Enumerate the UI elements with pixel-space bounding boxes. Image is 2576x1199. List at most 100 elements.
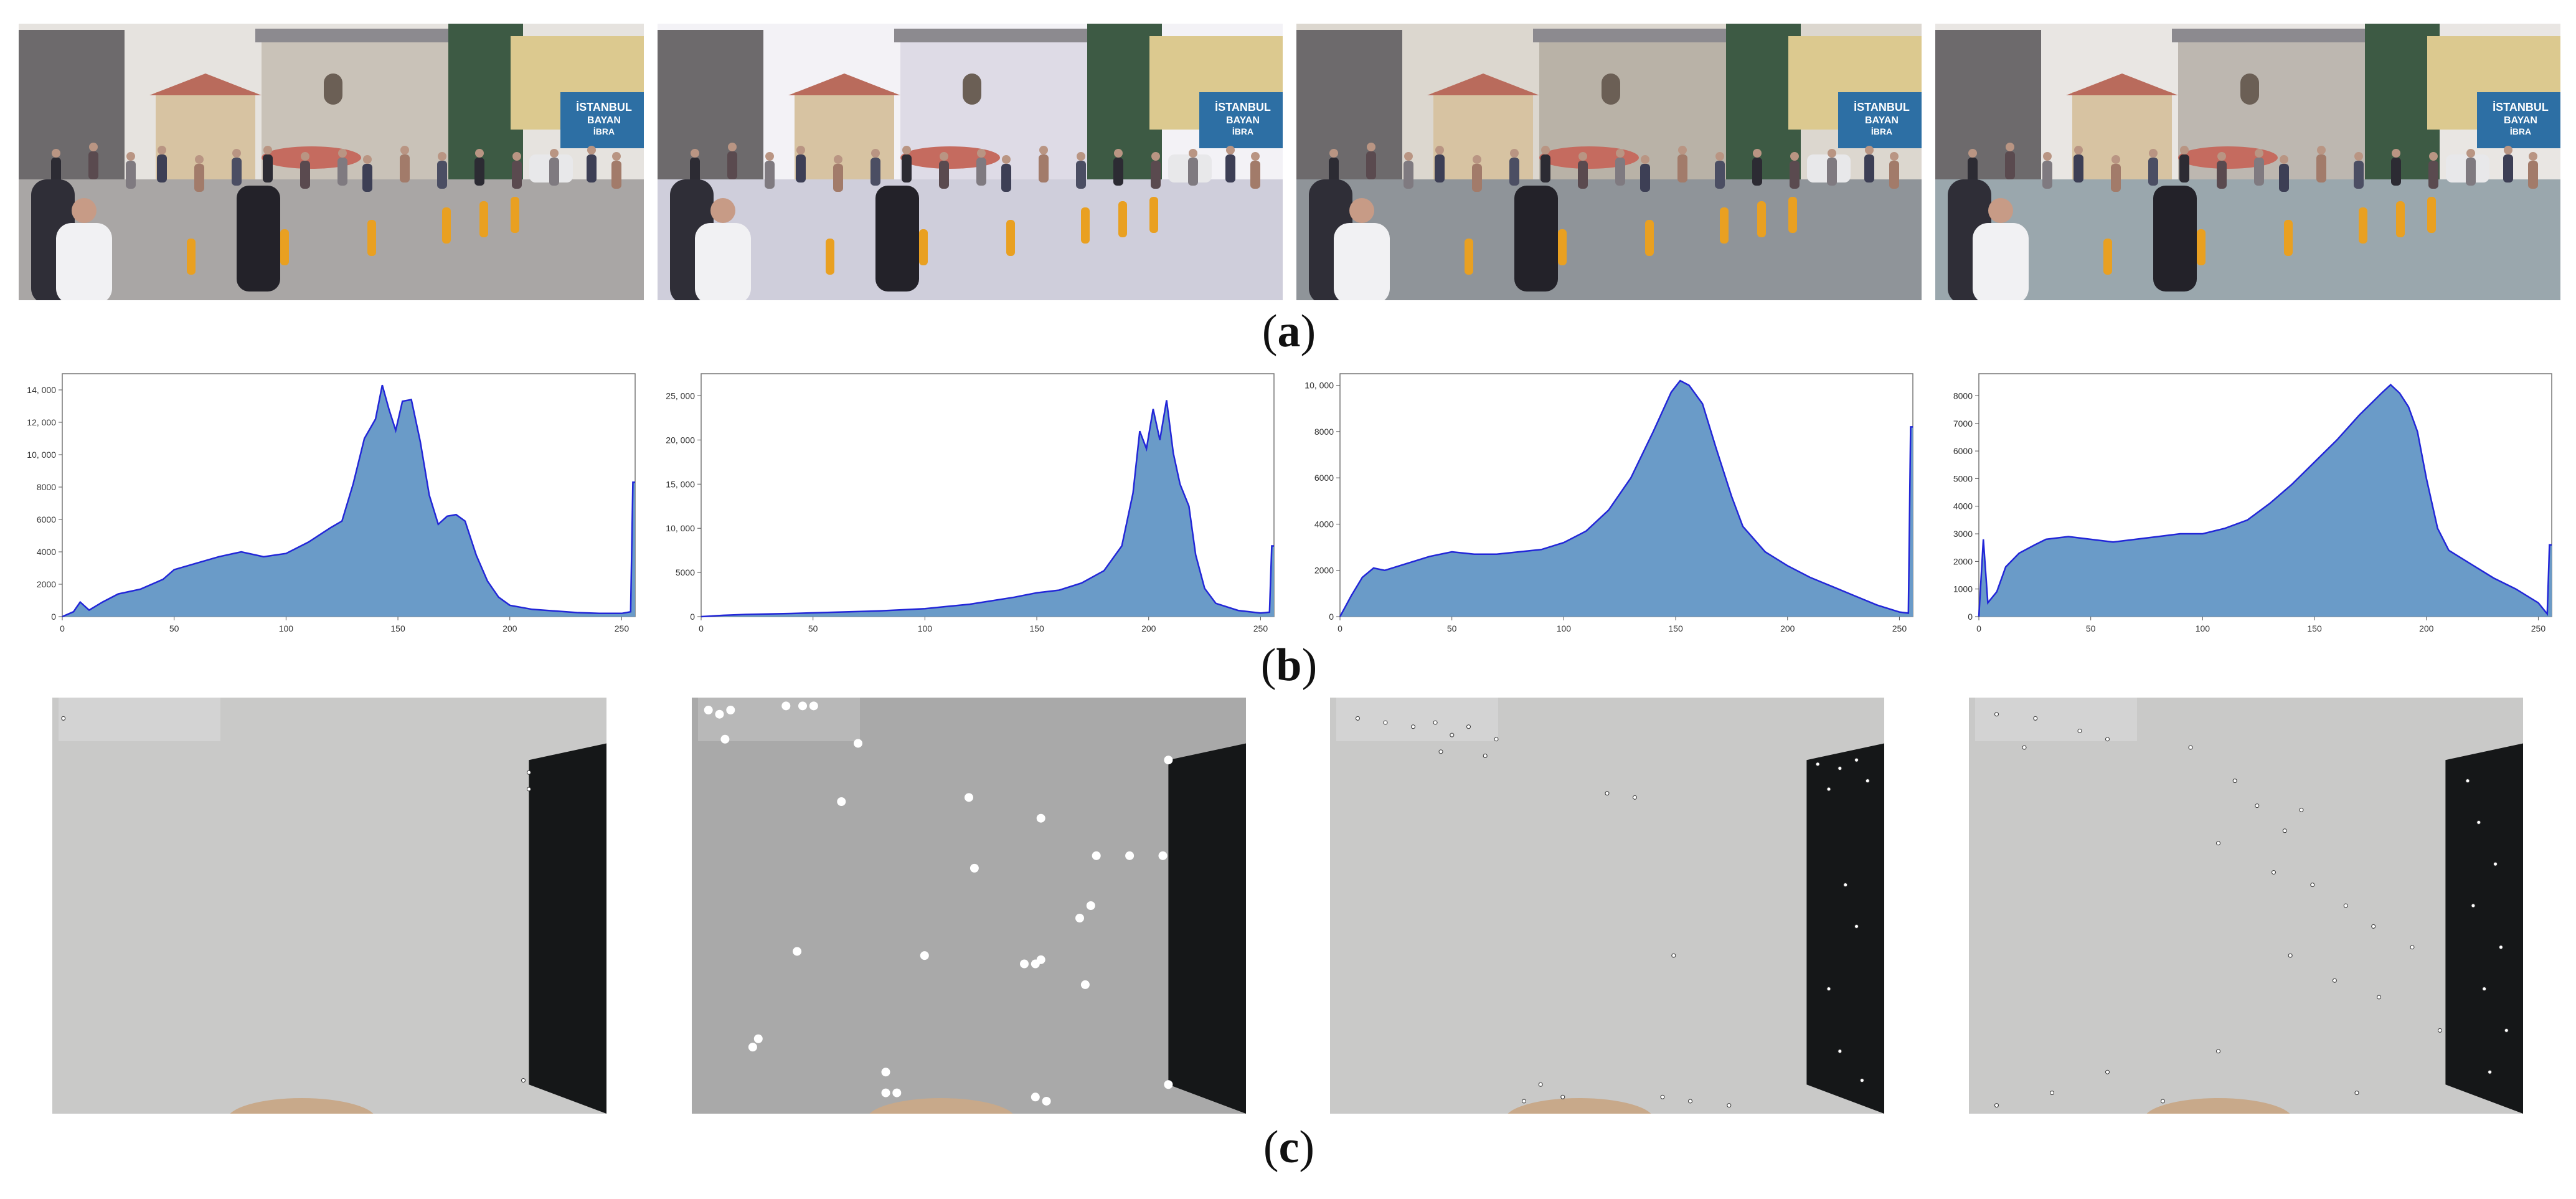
pedestrian-head (2504, 146, 2512, 154)
y-tick-label: 5000 (1953, 473, 1973, 483)
foreground-person-head (1349, 198, 1374, 223)
feature-point (1356, 716, 1360, 721)
x-tick-label: 200 (2419, 623, 2434, 633)
feature-point (1483, 754, 1488, 759)
pedestrian-head (2217, 152, 2226, 161)
bollard (2359, 207, 2367, 244)
feature-point (920, 951, 929, 960)
building-left (658, 30, 763, 179)
bollard (1118, 201, 1127, 237)
pedestrian (1039, 154, 1049, 182)
feature-point (1075, 914, 1084, 923)
billboard-text: BAYAN (1226, 115, 1260, 126)
umbrella (2178, 146, 2278, 169)
pedestrian-head (2529, 152, 2537, 161)
dome-roof (894, 29, 1093, 42)
pedestrian-head (1790, 152, 1799, 161)
y-tick-label: 2000 (1953, 556, 1973, 566)
row-label-b: (b) (1214, 639, 1364, 692)
pedestrian (2074, 154, 2083, 182)
pedestrian-head (612, 152, 621, 161)
feature-canvas (1969, 698, 2523, 1114)
billboard-text: İSTANBUL (1854, 101, 1910, 113)
feature-point (1433, 720, 1438, 725)
pedestrian (1889, 161, 1899, 189)
pedestrian-head (2354, 152, 2363, 161)
pedestrian (337, 158, 347, 186)
photo-enhanced-b: İSTANBUL BAYAN İBRA (1935, 24, 2560, 300)
pedestrian (765, 161, 775, 189)
foreground-person-shirt (1973, 223, 2029, 300)
pedestrian-head (691, 149, 699, 158)
wall (1969, 698, 2523, 1114)
pedestrian-head (1435, 146, 1444, 154)
feature-point (2488, 1069, 2493, 1074)
billboard-text: İBRA (593, 126, 615, 136)
x-tick-label: 50 (2086, 623, 2096, 633)
pedestrian (2042, 161, 2052, 189)
y-tick-label: 25, 000 (666, 391, 695, 400)
pedestrian (263, 154, 273, 182)
feature-point (793, 947, 802, 956)
pedestrian (194, 164, 204, 192)
bollard (1757, 201, 1766, 237)
pedestrian (796, 154, 806, 182)
y-tick-label: 5000 (676, 567, 695, 577)
pedestrian (1509, 158, 1519, 186)
pedestrian (2217, 161, 2227, 189)
bollard (1788, 197, 1797, 233)
pedestrian (2354, 161, 2364, 189)
pedestrian (362, 164, 372, 192)
billboard-text: İSTANBUL (2493, 101, 2549, 113)
pedestrian-head (1404, 152, 1413, 161)
feature-point (1466, 724, 1471, 729)
feature-point (2022, 745, 2027, 750)
feature-point (1036, 813, 1045, 823)
pedestrian (400, 154, 410, 182)
feature-point (2232, 779, 2237, 784)
pedestrian (1404, 161, 1413, 189)
pedestrian-head (940, 152, 948, 161)
pedestrian (587, 154, 597, 182)
y-tick-label: 20, 000 (666, 435, 695, 445)
y-tick-label: 0 (690, 612, 695, 622)
histogram-svg: 0 50 100 150 200 250 0 1000 2000 3000 4000 5000 6000… (1953, 373, 2552, 633)
label-open: ( (1260, 640, 1276, 691)
pedestrian-head (2180, 146, 2189, 154)
y-tick-label: 8000 (1314, 427, 1334, 437)
dome-roof (2172, 29, 2371, 42)
pedestrian-head (1367, 143, 1375, 151)
feature-point (2476, 820, 2481, 825)
feature-point (1036, 955, 1045, 964)
roof (2066, 73, 2178, 95)
walking-person (2153, 186, 2197, 291)
bollard (1006, 220, 1015, 256)
foreground-person-shirt (1334, 223, 1390, 300)
billboard (1199, 92, 1283, 148)
pedestrian-head (1189, 149, 1197, 158)
x-tick-label: 0 (1338, 623, 1342, 633)
billboard-text: İBRA (1232, 126, 1253, 136)
feature-point (1854, 924, 1859, 929)
feature-point (1826, 987, 1831, 992)
walking-person (1514, 186, 1558, 291)
bollard (2197, 229, 2206, 265)
pedestrian (1366, 151, 1376, 179)
pedestrian (2148, 158, 2158, 186)
dark-board (2445, 743, 2523, 1114)
billboard-text: İSTANBUL (576, 101, 632, 113)
pedestrian (1329, 158, 1339, 186)
pedestrian-head (1865, 146, 1874, 154)
feature-panel-sparse (692, 698, 1246, 1114)
feature-point (2033, 716, 2038, 721)
dome-roof (1533, 29, 1732, 42)
pedestrian-head (438, 152, 446, 161)
feature-point (2216, 841, 2220, 846)
pedestrian-head (301, 152, 309, 161)
pedestrian (88, 151, 98, 179)
pedestrian-head (1616, 149, 1625, 158)
bollard (1149, 197, 1158, 233)
feature-point (1660, 1094, 1665, 1099)
feature-point (798, 701, 807, 711)
